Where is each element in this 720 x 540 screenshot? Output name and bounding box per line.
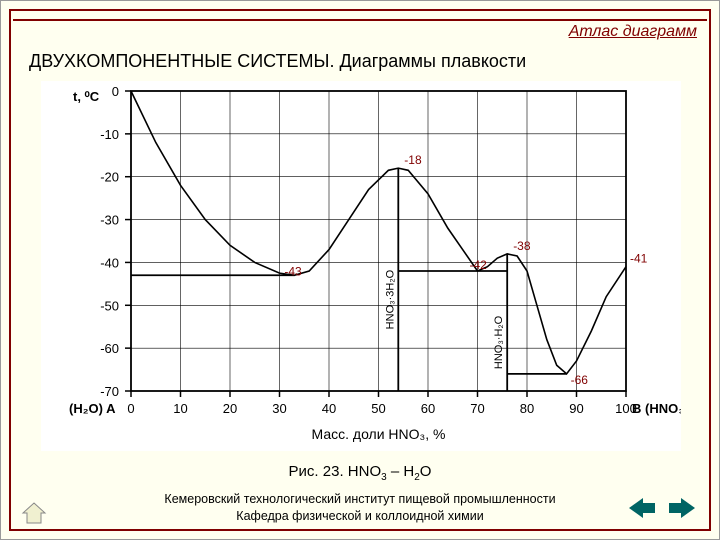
prev-slide-button[interactable] xyxy=(627,496,657,525)
svg-text:80: 80 xyxy=(520,401,534,416)
svg-text:-60: -60 xyxy=(100,341,119,356)
svg-text:-50: -50 xyxy=(100,298,119,313)
next-slide-button[interactable] xyxy=(667,496,697,525)
section-title: ДВУХКОМПОНЕНТНЫЕ СИСТЕМЫ. Диаграммы плав… xyxy=(29,51,526,72)
svg-text:40: 40 xyxy=(322,401,336,416)
svg-text:-40: -40 xyxy=(100,255,119,270)
caption-prefix: Рис. 23. HNO xyxy=(289,463,382,480)
svg-text:-18: -18 xyxy=(404,153,422,167)
svg-text:30: 30 xyxy=(272,401,286,416)
atlas-title: Атлас диаграмм xyxy=(569,23,697,41)
svg-text:0: 0 xyxy=(112,84,119,99)
footer-text: Кемеровский технологический институт пищ… xyxy=(1,491,719,525)
svg-text:70: 70 xyxy=(470,401,484,416)
caption-mid: – H xyxy=(387,463,415,480)
home-button[interactable] xyxy=(21,501,47,525)
slide-page: Атлас диаграмм ДВУХКОМПОНЕНТНЫЕ СИСТЕМЫ.… xyxy=(0,0,720,540)
svg-text:-70: -70 xyxy=(100,384,119,399)
svg-text:20: 20 xyxy=(223,401,237,416)
svg-text:90: 90 xyxy=(569,401,583,416)
svg-text:0: 0 xyxy=(127,401,134,416)
svg-text:-38: -38 xyxy=(513,239,531,253)
svg-text:-43: -43 xyxy=(284,264,302,278)
svg-text:B (HNO₃): B (HNO₃) xyxy=(632,401,681,416)
svg-text:-42: -42 xyxy=(470,258,488,272)
svg-text:t, ⁰C: t, ⁰C xyxy=(73,89,100,104)
svg-text:Масс. доли HNO₃, %: Масс. доли HNO₃, % xyxy=(312,426,446,442)
svg-text:-10: -10 xyxy=(100,127,119,142)
svg-text:HNO₃·3H₂O: HNO₃·3H₂O xyxy=(384,269,396,329)
caption-suffix: O xyxy=(420,463,432,480)
svg-text:-66: -66 xyxy=(571,373,589,387)
svg-text:HNO₃·H₂O: HNO₃·H₂O xyxy=(493,315,505,369)
svg-text:50: 50 xyxy=(371,401,385,416)
svg-text:-41: -41 xyxy=(630,252,648,266)
footer-line1: Кемеровский технологический институт пищ… xyxy=(1,491,719,508)
top-rule xyxy=(13,19,707,21)
figure-caption: Рис. 23. HNO3 – H2O xyxy=(1,463,719,483)
svg-text:-20: -20 xyxy=(100,170,119,185)
svg-text:10: 10 xyxy=(173,401,187,416)
svg-text:60: 60 xyxy=(421,401,435,416)
svg-text:-30: -30 xyxy=(100,213,119,228)
footer-line2: Кафедра физической и коллоидной химии xyxy=(1,508,719,525)
svg-text:(H₂O) A: (H₂O) A xyxy=(69,401,116,416)
melting-diagram-chart: 01020304050607080901000-10-20-30-40-50-6… xyxy=(41,81,681,451)
